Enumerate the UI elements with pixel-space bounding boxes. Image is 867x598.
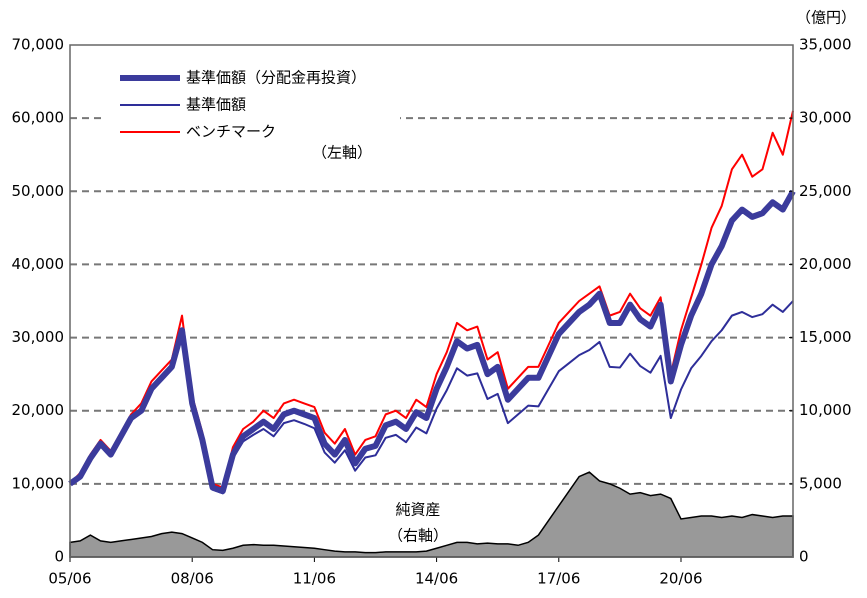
y-tick-label: 30,000: [12, 328, 65, 346]
right-axis-note: （右軸）: [388, 527, 448, 545]
plot-frame: [69, 44, 794, 558]
line: [68, 189, 796, 495]
x-tick-label: 17/06: [537, 570, 580, 588]
y-tick-label: 10,000: [12, 474, 65, 492]
legend-box: [105, 60, 400, 140]
area: [69, 471, 794, 558]
left-axis-note: （左軸）: [312, 144, 372, 162]
y2-tick-label: 15,000: [799, 328, 852, 346]
y-tick-label: 70,000: [12, 36, 65, 54]
x-tick-label: 14/06: [415, 570, 458, 588]
legend-label: ベンチマーク: [186, 123, 276, 141]
y2-tick-label: 10,000: [799, 401, 852, 419]
y-tick-label: 0: [54, 548, 64, 566]
y2-tick-label: 35,000: [799, 36, 852, 54]
legend-label: 基準価額: [186, 96, 246, 114]
plot: [68, 110, 796, 558]
y2-tick-label: 20,000: [799, 255, 852, 273]
x-tick-label: 20/06: [659, 570, 702, 588]
x-tick-label: 05/06: [48, 570, 91, 588]
y-tick-label: 50,000: [12, 182, 65, 200]
y-tick-label: 60,000: [12, 109, 65, 127]
line: [69, 110, 794, 489]
grid: [70, 117, 793, 485]
axes: 0 10,000 20,000 30,000 40,000 50,000 60,000 70,…: [12, 36, 852, 588]
y2-tick-label: 0: [799, 548, 809, 566]
x-tick-label: 11/06: [293, 570, 336, 588]
y-tick-label: 40,000: [12, 255, 65, 273]
y2-unit: （億円）: [796, 9, 856, 27]
y-tick-label: 20,000: [12, 401, 65, 419]
x-tick-label: 08/06: [171, 570, 214, 588]
area-label: 純資産: [395, 501, 440, 519]
y2-tick-label: 30,000: [799, 109, 852, 127]
legend-label: 基準価額（分配金再投資）: [186, 69, 366, 87]
y2-tick-label: 25,000: [799, 182, 852, 200]
y2-tick-label: 5,000: [799, 474, 842, 492]
